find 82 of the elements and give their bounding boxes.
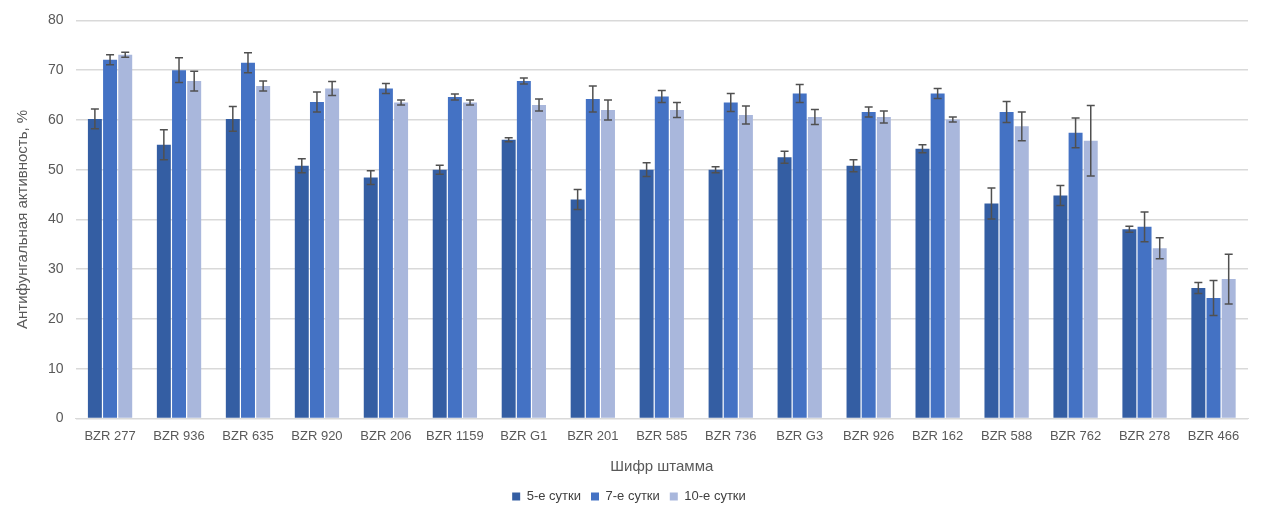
- x-tick-label: BZR 635: [222, 427, 274, 443]
- x-tick-label: BZR 926: [843, 427, 895, 443]
- bar: [1137, 226, 1152, 418]
- legend-label: 5-е сутки: [526, 488, 581, 504]
- bar: [585, 99, 600, 418]
- bar: [807, 116, 822, 418]
- bar: [999, 111, 1014, 418]
- bar: [669, 109, 684, 418]
- bar: [1083, 140, 1098, 418]
- bar: [432, 169, 447, 418]
- x-tick-label: BZR 466: [1187, 427, 1240, 443]
- x-tick-label: BZR G3: [776, 427, 824, 443]
- y-axis-title: Антифунгальная активность, %: [13, 109, 31, 330]
- bar: [708, 169, 723, 418]
- y-tick-label: 80: [47, 11, 64, 28]
- x-tick-label: BZR 588: [980, 427, 1033, 443]
- bar: [447, 97, 462, 418]
- bar: [846, 165, 861, 418]
- x-tick-label: BZR 936: [153, 427, 205, 443]
- bar: [915, 148, 930, 418]
- y-tick-label: 60: [47, 110, 64, 127]
- bar: [394, 102, 409, 418]
- bar: [516, 81, 531, 418]
- bar: [241, 62, 255, 418]
- bar: [1068, 132, 1083, 418]
- bar: [325, 88, 340, 418]
- bar: [225, 118, 240, 418]
- bar: [1053, 195, 1068, 418]
- bar: [1122, 229, 1137, 418]
- bar: [654, 96, 669, 418]
- y-tick-label: 40: [47, 210, 64, 227]
- x-tick-label: BZR 278: [1118, 427, 1171, 443]
- bar: [861, 111, 876, 418]
- x-tick-label: BZR 1159: [426, 427, 484, 443]
- bar: [187, 81, 202, 418]
- bar: [1221, 279, 1236, 418]
- bar: [792, 93, 807, 418]
- bar: [601, 109, 615, 418]
- y-tick-label: 70: [47, 61, 64, 78]
- bar: [363, 177, 378, 418]
- bar: [723, 102, 738, 418]
- bar: [294, 165, 309, 418]
- x-tick-label: BZR 206: [360, 427, 412, 443]
- x-tick-label: BZR 201: [567, 427, 619, 443]
- bar: [156, 144, 171, 418]
- bar: [103, 59, 118, 418]
- bar: [930, 93, 945, 418]
- bar: [1152, 248, 1167, 418]
- bar: [118, 54, 133, 418]
- x-tick-label: BZR 920: [291, 427, 343, 443]
- bar: [309, 101, 324, 418]
- bar: [501, 139, 516, 418]
- y-tick-label: 50: [47, 160, 64, 177]
- bar: [532, 104, 547, 418]
- y-tick-label: 0: [55, 409, 64, 426]
- bar: [87, 118, 102, 418]
- x-tick-label: BZR 736: [705, 427, 757, 443]
- y-tick-label: 30: [47, 260, 64, 277]
- bar: [570, 199, 585, 418]
- legend-label: 7-е сутки: [605, 488, 660, 504]
- bar: [1014, 126, 1029, 418]
- y-tick-label: 10: [47, 359, 64, 376]
- bar: [172, 70, 186, 418]
- bar: [463, 102, 478, 418]
- x-tick-label: BZR G1: [500, 427, 548, 443]
- legend-label: 10-е сутки: [684, 488, 746, 504]
- bar: [876, 116, 891, 418]
- x-tick-label: BZR 277: [84, 427, 136, 443]
- y-tick-label: 20: [47, 309, 64, 326]
- bar: [738, 114, 753, 418]
- x-axis-title: Шифр штамма: [610, 457, 714, 475]
- bar: [945, 119, 960, 418]
- bar: [378, 88, 393, 418]
- bar: [639, 169, 654, 418]
- x-tick-label: BZR 162: [912, 427, 964, 443]
- bar: [777, 157, 792, 418]
- bar: [1206, 298, 1221, 418]
- bar: [256, 86, 271, 418]
- x-tick-label: BZR 585: [636, 427, 688, 443]
- bar: [984, 203, 999, 418]
- bar: [1191, 288, 1206, 418]
- x-tick-label: BZR 762: [1049, 427, 1102, 443]
